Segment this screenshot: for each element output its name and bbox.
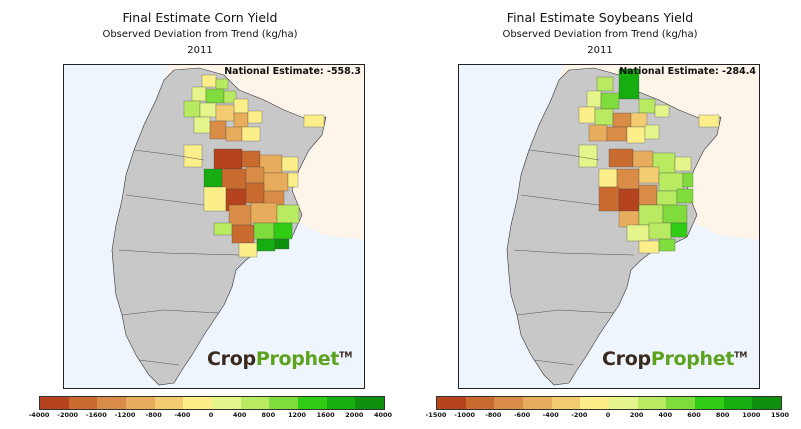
colorbar-segment [666, 397, 695, 409]
colorbar-segment [608, 397, 638, 409]
colorbar-segment [154, 397, 184, 409]
colorbar-segment [694, 397, 724, 409]
colorbar-tick-label: 1500 [770, 411, 790, 419]
corn-map: National Estimate: -558.3 CropProphetTM [63, 64, 365, 389]
colorbar-segment [211, 397, 241, 409]
colorbar-segment [580, 397, 609, 409]
colorbar-segment [183, 397, 212, 409]
national-estimate: National Estimate: -558.3 [224, 66, 361, 77]
colorbar-segment [68, 397, 98, 409]
colorbar-tick-label: 1200 [287, 411, 307, 419]
colorbar-segment [494, 397, 523, 409]
colorbar-segment [355, 397, 384, 409]
colorbar-segment [752, 397, 781, 409]
soybean-colorbar [436, 396, 782, 410]
national-estimate: National Estimate: -284.4 [619, 66, 756, 77]
colorbar-tick-label: 1000 [742, 411, 761, 419]
colorbar-tick-label: -400 [174, 411, 191, 419]
map-year: 2011 [587, 45, 613, 56]
colorbar-segment [240, 397, 270, 409]
map-title: Final Estimate Corn Yield [122, 10, 278, 25]
colorbar-tick-label: 600 [687, 411, 701, 419]
colorbar-segment [297, 397, 327, 409]
colorbar-tick-label: 200 [629, 411, 644, 419]
colorbar-tick-label: 800 [715, 411, 730, 419]
colorbar-tick-label: -800 [145, 411, 162, 419]
colorbar-segment [723, 397, 753, 409]
colorbar-tick-label: -1500 [425, 411, 447, 419]
colorbar-tick-label: 0 [208, 411, 214, 419]
colorbar-tick-label: -1000 [454, 411, 476, 419]
soybean-map-svg [459, 65, 759, 386]
soybean-colorbar-ticks: -1500 -1000 -800 -600 -400 -200 0 200 400 600 800 1… [426, 411, 789, 421]
corn-map-svg [64, 65, 364, 386]
corn-panel: Final Estimate Corn Yield Observed Devia… [0, 0, 400, 429]
soybean-panel: Final Estimate Soybeans Yield Observed D… [400, 0, 800, 429]
colorbar-segment [551, 397, 581, 409]
map-subtitle: Observed Deviation from Trend (kg/ha) [502, 29, 698, 40]
colorbar-segment [40, 397, 69, 409]
colorbar-tick-label: 2000 [345, 411, 364, 419]
map-year: 2011 [187, 45, 213, 56]
colorbar-tick-label: 400 [658, 411, 673, 419]
colorbar-tick-label: 4000 [373, 411, 393, 419]
colorbar-tick-label: -200 [571, 411, 588, 419]
colorbar-tick-label: 1600 [316, 411, 335, 419]
colorbar-tick-label: -2000 [57, 411, 79, 419]
colorbar-segment [465, 397, 495, 409]
colorbar-tick-label: 400 [232, 411, 247, 419]
colorbar-segment [637, 397, 667, 409]
colorbar-tick-label: -1200 [114, 411, 136, 419]
colorbar-tick-label: -800 [485, 411, 502, 419]
soybean-map: National Estimate: -284.4 CropProphetTM [458, 64, 760, 389]
colorbar-tick-label: -400 [542, 411, 559, 419]
corn-colorbar [39, 396, 385, 410]
colorbar-segment [522, 397, 552, 409]
cropprophet-logo: CropProphetTM [602, 348, 747, 370]
colorbar-tick-label: -4000 [28, 411, 50, 419]
colorbar-segment [97, 397, 126, 409]
cropprophet-logo: CropProphetTM [207, 348, 352, 370]
colorbar-segment [269, 397, 298, 409]
colorbar-segment [326, 397, 356, 409]
colorbar-tick-label: -600 [513, 411, 531, 419]
colorbar-tick-label: 800 [261, 411, 276, 419]
map-subtitle: Observed Deviation from Trend (kg/ha) [102, 29, 298, 40]
map-title: Final Estimate Soybeans Yield [506, 10, 694, 25]
corn-colorbar-ticks: -4000 -2000 -1600 -1200 -800 -400 0 400 800 1200 1… [29, 411, 392, 421]
colorbar-tick-label: 0 [605, 411, 611, 419]
colorbar-segment [125, 397, 155, 409]
colorbar-segment [437, 397, 466, 409]
colorbar-tick-label: -1600 [85, 411, 107, 419]
